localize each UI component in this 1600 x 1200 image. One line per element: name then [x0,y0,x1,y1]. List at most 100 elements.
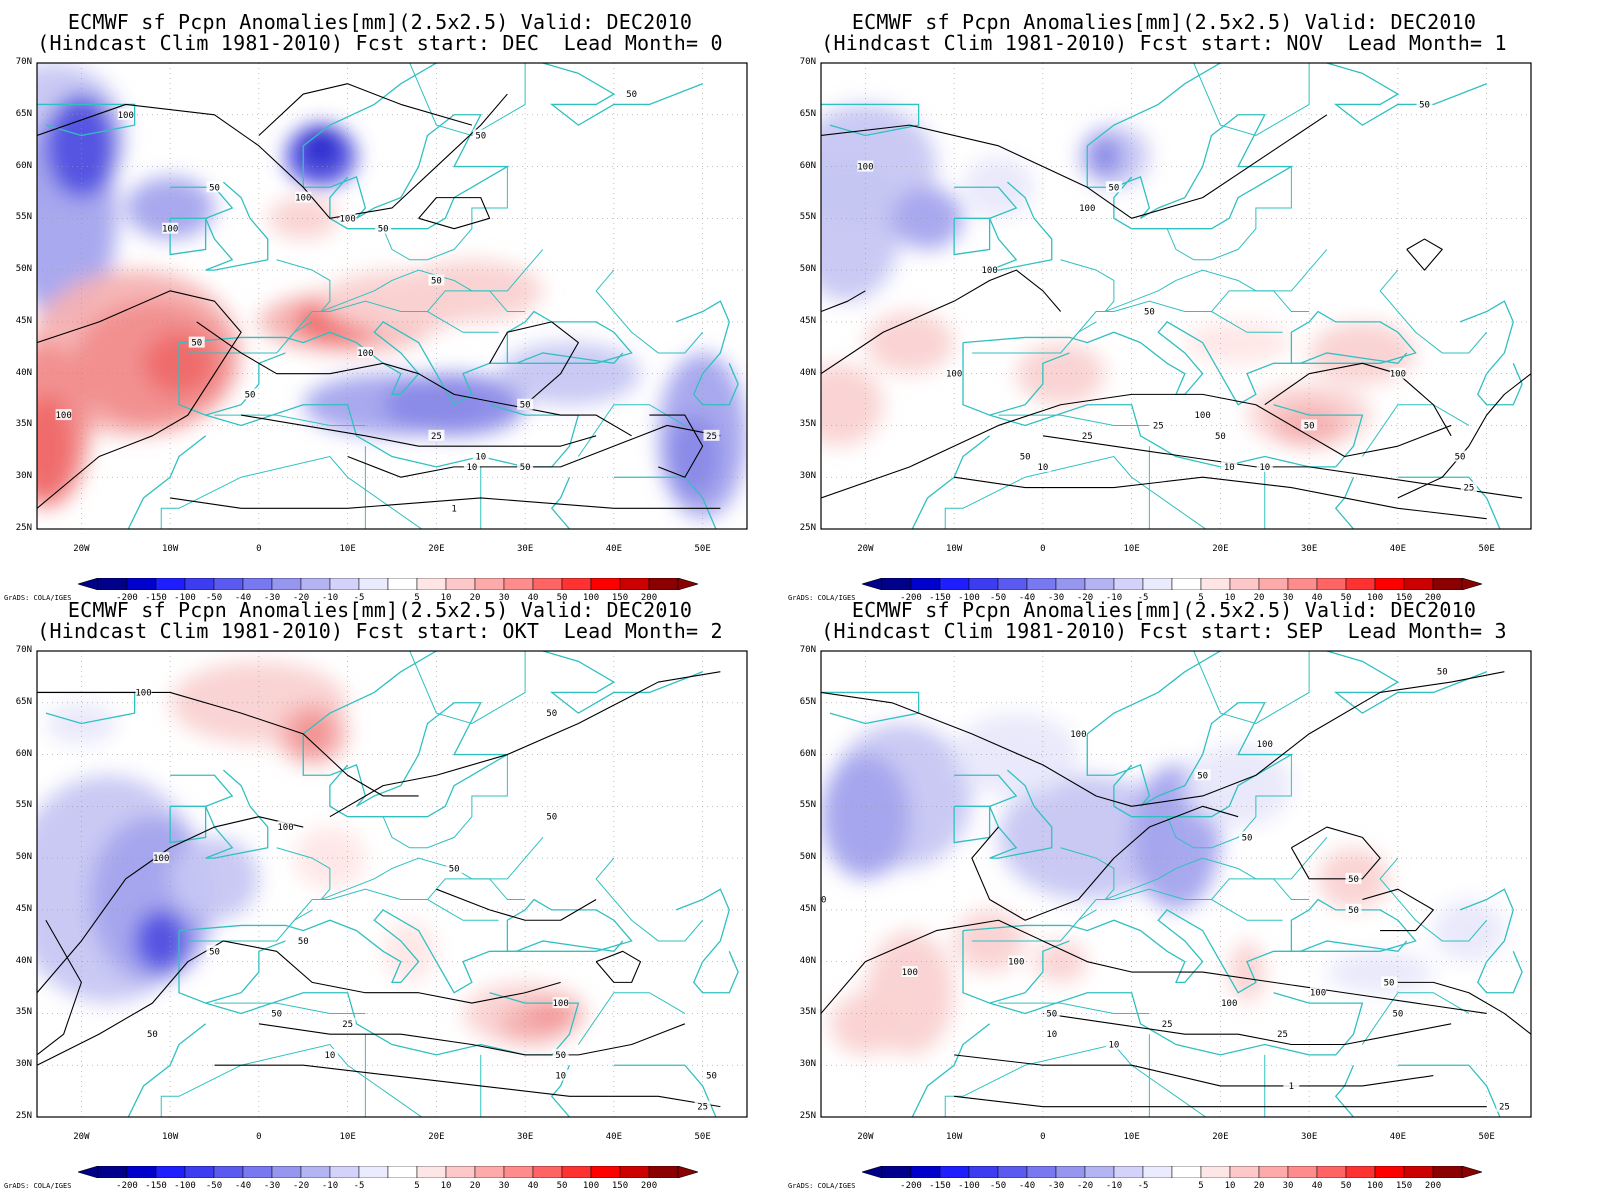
climatology-contour [436,888,597,921]
colorbar-label: 30 [1282,593,1294,603]
contour-label: 50 [1455,453,1466,463]
contour-label-bg [1079,201,1096,213]
contour-label-bg [1256,460,1273,472]
colorbar-swatch [242,1166,273,1178]
colorbar-label: 40 [527,1181,539,1191]
border-line [187,888,499,942]
contour-label: 100 [1079,204,1095,214]
coastline [170,769,269,859]
contour-label: 100 [1194,411,1210,421]
contour-label: 50 [209,183,220,193]
contour-label-bg [1389,1007,1406,1019]
colorbar-label: -200 [900,1181,922,1191]
colorbar-swatch [648,1166,679,1178]
longitude-label: 10E [1123,544,1140,554]
longitude-label: 50E [1478,1132,1495,1142]
latitude-label: 25N [799,1111,816,1121]
latitude-label: 50N [799,264,816,275]
anomaly-area [525,1003,579,1024]
longitude-label: 10W [161,544,179,554]
contour-label-bg [277,821,294,833]
colorbar-label: -30 [1047,593,1065,603]
colorbar-swatch [155,1166,186,1178]
contour-label-bg [703,429,720,441]
latitude-label: 65N [799,108,816,119]
contour-label: 50 [1197,771,1208,781]
climatology-contour [37,691,419,797]
panel-title-line1: ECMWF sf Pcpn Anomalies[mm](2.5x2.5) Val… [67,10,693,34]
border-line [1166,754,1292,849]
colorbar-label: -40 [234,593,252,603]
contour-label: 10 [475,453,486,463]
contour-label: 25 [706,432,717,442]
longitude-label: 20E [1212,544,1229,554]
contour-label: 50 [1108,183,1119,193]
coastline [1334,1064,1355,1117]
longitude-label: 0 [1040,544,1046,554]
colorbar-label: 20 [1253,1181,1265,1191]
latitude-label: 35N [15,1007,32,1018]
anomaly-area [134,909,188,973]
border-line [214,1002,366,1014]
latitude-label: 70N [15,645,32,655]
colorbar-label: 50 [556,593,568,603]
climatology-contour [347,424,721,478]
map-frame [820,62,1532,530]
colorbar-swatch [1374,1166,1405,1178]
colorbar-label: -30 [263,593,281,603]
colorbar-label: -5 [353,593,365,603]
colorbar-label: 40 [1311,1181,1323,1191]
colorbar-label: 5 [1198,1181,1204,1191]
colorbar-swatch [300,1166,331,1178]
anomaly-map: 50 100 50 100 100 50 100 100 100 50 25 10 50 10 10 50 25… [820,62,1550,540]
climatology-contour [821,269,1062,375]
anomaly-area [1034,940,1088,983]
colorbar-label: 100 [582,1181,600,1191]
contour-label: 10 [466,463,477,473]
colorbar-arrow-left [862,1166,883,1178]
latitude-label: 40N [799,367,816,378]
border-line [1361,404,1470,457]
coastline [169,805,207,844]
contour-label-bg [268,1007,285,1019]
latitude-label: 30N [799,471,816,482]
coastline [540,651,703,714]
colorbar-label: -30 [1047,1181,1065,1191]
coastline [954,769,1053,859]
contour-label-bg [1389,367,1406,379]
latitude-label: 55N [799,212,816,223]
colorbar-label: 100 [582,593,600,603]
colorbar-label: -200 [900,593,922,603]
border-line [944,507,963,529]
colorbar-swatch [329,1166,360,1178]
climatology-contour [1397,981,1531,1035]
colorbar-swatch [503,1166,534,1178]
climatology-contour [954,476,1487,520]
coastline [127,435,207,529]
contour-label: 50 [1304,421,1315,431]
climatology-contour [258,1023,686,1056]
contour-label-bg [1043,1007,1060,1019]
contour-label: 100 [902,968,918,978]
colorbar-swatch [619,1166,650,1178]
climatology-contour [1264,362,1452,437]
latitude-label: 65N [15,696,32,707]
contour-label: 50 [546,813,557,823]
climatology-contour [649,414,704,478]
map-frame [36,650,748,1118]
colorbar-label: 50 [1340,1181,1352,1191]
contour-label-bg [206,945,223,957]
contour-label-bg [623,88,640,100]
coastline [1324,651,1487,714]
climatology-contour [821,919,1487,1014]
coastline [178,342,286,416]
contour-label: 100 [946,370,962,380]
colorbar-label: 20 [469,1181,481,1191]
anomaly-area [45,94,117,198]
contour-label-bg [1381,976,1397,988]
colorbar-label: -100 [958,1181,980,1191]
contour-label-bg [1274,1028,1291,1040]
contour-label: 10 [1224,463,1235,473]
colorbar-label: -20 [1076,593,1094,603]
climatology-contour [241,414,597,447]
